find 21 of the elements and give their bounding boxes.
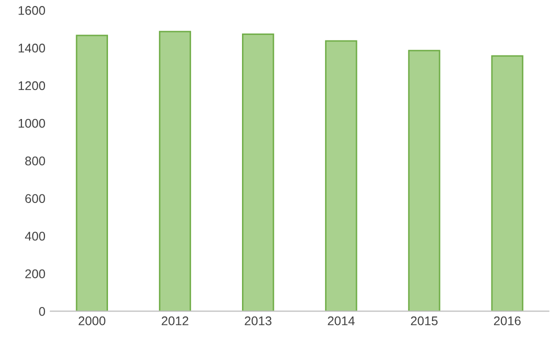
x-tick-label: 2014 bbox=[328, 316, 355, 326]
y-tick-label: 200 bbox=[25, 269, 46, 278]
y-tick-label: 1400 bbox=[18, 44, 46, 53]
y-tick-label: 1600 bbox=[18, 6, 46, 15]
bar bbox=[158, 30, 192, 312]
y-tick-label: 0 bbox=[39, 307, 46, 316]
y-tick-label: 1000 bbox=[18, 118, 46, 128]
y-tick-label: 400 bbox=[24, 232, 46, 241]
x-tick-label: 2013 bbox=[244, 316, 272, 326]
bar bbox=[76, 34, 108, 312]
x-tick-label: 2016 bbox=[494, 316, 521, 326]
bar bbox=[325, 40, 358, 312]
bar bbox=[242, 33, 274, 312]
x-tick-label: 2012 bbox=[162, 316, 188, 326]
x-tick-label: 2015 bbox=[410, 316, 438, 326]
bar bbox=[408, 50, 440, 312]
x-tick-label: 2000 bbox=[78, 316, 106, 326]
y-tick-label: 600 bbox=[25, 194, 46, 204]
bar bbox=[491, 55, 524, 312]
y-tick-label: 1200 bbox=[18, 81, 46, 90]
y-tick-label: 800 bbox=[25, 156, 46, 166]
